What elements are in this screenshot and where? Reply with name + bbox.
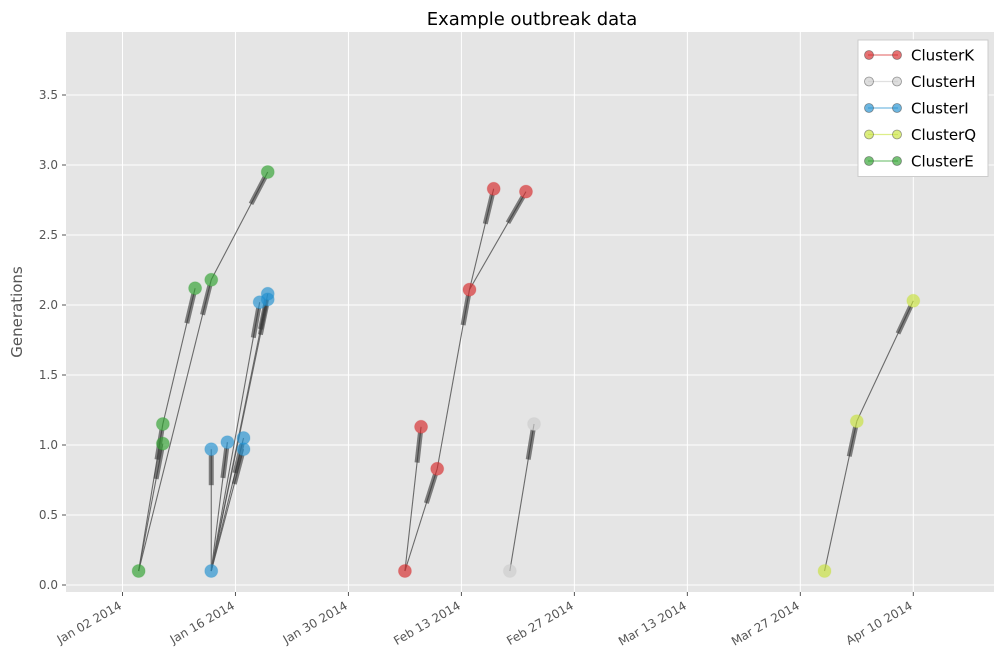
legend: ClusterK ClusterH ClusterI ClusterQ ClusterE: [857, 39, 989, 177]
x-tick-label: Jan 16 2014: [167, 598, 237, 647]
data-point: [518, 184, 533, 199]
data-point: [849, 414, 864, 429]
transmission-edge: [138, 279, 212, 572]
chart-title: Example outbreak data: [427, 9, 638, 30]
edge-arrowhead: [482, 194, 495, 225]
data-point: [204, 442, 219, 457]
legend-label: ClusterI: [911, 100, 969, 118]
data-point: [260, 165, 275, 179]
data-point: [906, 293, 921, 308]
y-tick-label: 2.0: [39, 298, 58, 312]
edge-arrowhead: [153, 449, 165, 480]
x-tick-label: Mar 13 2014: [616, 598, 689, 648]
edge-arrowhead: [257, 304, 269, 336]
data-point: [155, 417, 170, 431]
x-tick-label: Apr 10 2014: [844, 598, 915, 647]
edge-arrowhead: [895, 305, 914, 335]
x-tick-label: Jan 02 2014: [54, 598, 124, 647]
legend-label: ClusterQ: [911, 126, 976, 144]
legend-label: ClusterH: [911, 73, 976, 91]
data-point: [131, 564, 146, 578]
x-tick-label: Feb 27 2014: [504, 598, 576, 647]
edge-arrowhead: [846, 426, 858, 457]
y-tick-label: 0.0: [39, 578, 58, 592]
x-tick-label: Feb 13 2014: [391, 598, 463, 647]
data-point: [430, 461, 445, 476]
legend-marker: [864, 129, 874, 140]
legend-marker: [864, 156, 874, 166]
data-point: [188, 281, 203, 296]
edge-arrowhead: [505, 195, 526, 225]
data-point: [220, 435, 235, 450]
x-tick-label: Jan 30 2014: [280, 598, 350, 647]
y-tick-label: 3.5: [39, 88, 58, 102]
edge-arrowhead: [220, 447, 230, 479]
data-point: [204, 564, 219, 578]
data-points: [131, 165, 921, 578]
y-tick-label: 0.5: [39, 508, 58, 522]
edge-arrowhead: [525, 429, 536, 460]
data-point: [260, 292, 275, 307]
legend-marker: [892, 156, 902, 166]
edge-arrowhead: [231, 454, 245, 485]
legend-label: ClusterK: [911, 47, 975, 65]
data-point: [414, 419, 429, 434]
x-axis-ticks: Jan 02 2014 Jan 16 2014 Jan 30 2014 Feb 13 …: [54, 592, 915, 649]
edge-arrowhead: [184, 293, 197, 324]
data-point: [502, 564, 517, 578]
data-point: [204, 272, 219, 287]
y-axis-label: Generations: [8, 266, 26, 358]
legend-marker: [892, 76, 902, 87]
legend-marker: [864, 76, 874, 87]
data-point: [527, 417, 542, 431]
edge-arrowhead: [200, 285, 213, 316]
edge-arrowhead: [250, 307, 262, 339]
legend-label: ClusterE: [911, 153, 974, 171]
edge-arrowhead: [460, 295, 471, 326]
edge-arrowhead: [414, 432, 423, 463]
legend-marker: [892, 129, 902, 140]
legend-marker: [864, 103, 874, 113]
y-tick-label: 1.0: [39, 438, 58, 452]
data-point: [236, 442, 251, 457]
data-point: [486, 181, 501, 196]
x-tick-label: Mar 27 2014: [729, 598, 802, 648]
edge-arrowhead: [248, 176, 268, 206]
data-point: [397, 564, 412, 578]
edge-arrowhead: [423, 473, 438, 504]
data-point: [817, 564, 832, 578]
y-tick-label: 1.5: [39, 368, 58, 382]
y-axis-ticks: 0.0 0.5 1.0 1.5 2.0 2.5 3.0 3.5: [39, 88, 66, 592]
y-tick-label: 2.5: [39, 228, 58, 242]
data-point: [155, 436, 170, 451]
y-tick-label: 3.0: [39, 158, 58, 172]
transmission-edge: [210, 302, 261, 572]
legend-marker: [892, 50, 902, 60]
legend-marker: [864, 50, 874, 60]
data-point: [462, 282, 477, 297]
legend-marker: [892, 103, 902, 113]
